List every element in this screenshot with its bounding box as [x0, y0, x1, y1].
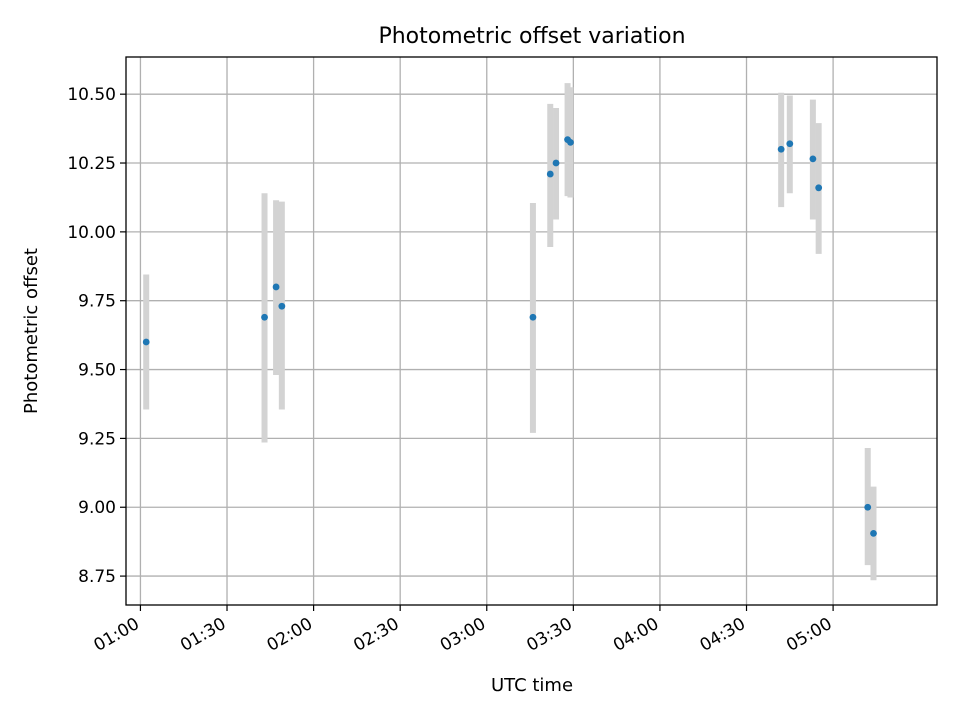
data-point: [272, 283, 280, 291]
x-tick-label: 01:00: [90, 614, 142, 656]
x-axis-label: UTC time: [491, 675, 573, 696]
x-tick-label: 01:30: [177, 614, 229, 656]
x-tick-label: 04:00: [610, 614, 662, 656]
data-points: [142, 136, 877, 537]
x-tick-label: 03:00: [437, 614, 489, 656]
x-tick-label: 04:30: [697, 614, 749, 656]
x-tick-label: 02:30: [350, 614, 402, 656]
y-tick-label: 8.75: [78, 567, 116, 587]
x-axis-ticks: 01:00 01:30 02:00 02:30 03:00 03:30 04:00 04:30…: [90, 605, 836, 656]
data-point: [552, 159, 560, 167]
chart-title: Photometric offset variation: [378, 24, 685, 49]
y-tick-label: 10.25: [67, 154, 116, 174]
data-point: [786, 140, 794, 148]
data-point: [815, 184, 823, 192]
data-point: [864, 503, 872, 511]
data-point: [809, 155, 817, 163]
data-point: [870, 530, 877, 537]
plot-frame: [125, 56, 938, 606]
data-point: [261, 313, 268, 321]
data-point: [142, 338, 150, 346]
y-axis-label: Photometric offset: [21, 248, 42, 414]
data-point: [529, 313, 537, 321]
data-point: [777, 145, 785, 153]
data-point: [546, 170, 554, 178]
y-tick-label: 9.50: [78, 361, 116, 381]
x-tick-label: 05:00: [783, 614, 835, 656]
x-tick-label: 03:30: [523, 614, 575, 656]
y-axis-ticks: 8.75 9.00 9.25 9.50 9.75 10.00 10.25 10.50: [67, 85, 126, 587]
y-tick-label: 9.25: [78, 429, 116, 449]
x-tick-label: 02:00: [264, 614, 316, 656]
data-point: [567, 138, 574, 146]
y-tick-label: 9.75: [78, 292, 116, 312]
data-point: [278, 302, 286, 310]
y-tick-label: 9.00: [78, 498, 116, 518]
error-bars: [143, 83, 877, 581]
y-tick-label: 10.50: [67, 85, 116, 105]
y-tick-label: 10.00: [67, 223, 116, 243]
